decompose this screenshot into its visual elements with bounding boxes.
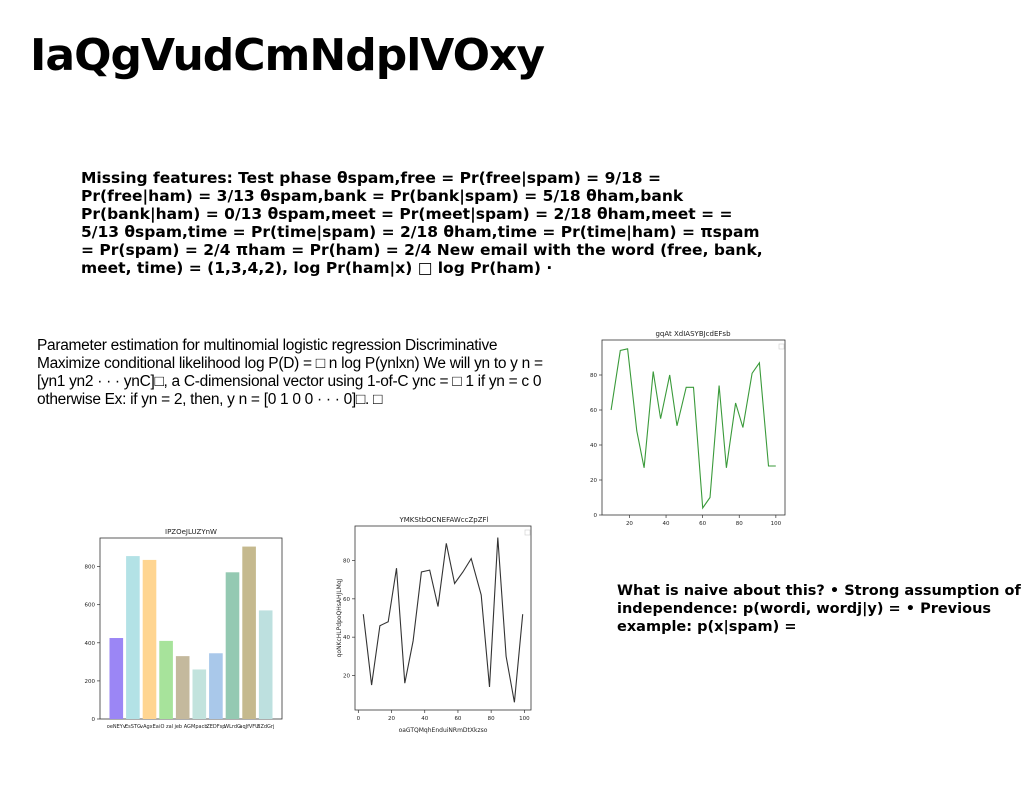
x-tick-label: 100 [519,716,530,722]
y-tick-label: 80 [590,373,597,379]
x-tick-label: vAgxEa [140,724,159,730]
x-tick-label: 20 [626,521,633,527]
green-chart-marks: 20 40 60 80 100 0 20 40 60 80 [590,348,782,527]
y-tick-label: 400 [85,641,96,647]
bar [109,638,124,719]
x-tick-label: aqJfVFU [239,724,259,730]
y-tick-label: 800 [85,565,96,571]
bar [192,669,207,719]
y-tick-label: 40 [343,635,350,641]
legend-box [778,343,785,350]
green-line-chart: gqAt XdIASYBJcdEFsb 20 40 60 80 100 0 20 40 60 80 [590,330,786,527]
y-tick-label: 80 [343,559,350,565]
series-line [610,348,776,510]
bar [175,656,190,719]
y-tick-label: 60 [590,408,597,414]
x-tick-label: 40 [663,521,670,527]
dark-line-chart: YMKStbOCNEFAWccZpZFl oaGTQMqhEnduiNRmDtX… [336,516,532,734]
y-tick-label: 200 [85,679,96,685]
x-tick-label: 0 [357,716,361,722]
missing-features-paragraph: Missing features: Test phase θspam,free … [81,169,763,277]
x-tick-label: oeNEYv [107,724,126,730]
x-tick-label: ZEDFsp [206,724,225,730]
x-tick-label: jeb AG [173,724,191,730]
y-tick-label: 600 [85,603,96,609]
y-tick-label: 0 [594,513,598,519]
parameter-estimation-text-block: Parameter estimation for multinomial log… [37,337,547,409]
naive-assumption-paragraph: What is naive about this? • Strong assum… [617,583,1021,635]
bar-chart: IPZOeJLUZYnW 0 200 400 600 800 oeNEYv EsSTG vAg… [85,528,283,730]
y-axis-label: qoNKcHLPdpoQHsAHJLMqJ [336,578,343,657]
parameter-estimation-paragraph: Parameter estimation for multinomial log… [37,337,543,408]
y-tick-label: 40 [590,443,597,449]
plot-frame [354,525,532,711]
bar [242,546,256,719]
bar [209,653,223,719]
y-tick-label: 0 [92,717,96,723]
x-tick-label: 60 [699,521,706,527]
chart-title: gqAt XdIASYBJcdEFsb [655,330,731,338]
chart-title: YMKStbOCNEFAWccZpZFl [398,516,488,524]
series-line [362,537,524,703]
bar [142,559,157,719]
x-tick-label: Mpacb [191,724,207,730]
x-tick-label: WLrdG [224,724,241,730]
x-tick-label: 20 [388,716,395,722]
x-tick-label: 100 [771,521,782,527]
y-tick-label: 60 [343,597,350,603]
bar-chart-marks: 0 200 400 600 800 oeNEYv EsSTG vAgxEa iO zal jeb … [85,546,274,730]
slide-title: IaQgVudCmNdplVOxy [30,30,545,81]
x-tick-label: BZdGrj [257,724,274,730]
missing-features-text-block: Missing features: Test phase θspam,free … [81,169,771,277]
chart-title: IPZOeJLUZYnW [165,528,217,536]
y-tick-label: 20 [343,674,350,680]
naive-assumption-text-block: What is naive about this? • Strong assum… [617,582,1024,636]
bar [225,572,240,719]
x-tick-label: 80 [488,716,495,722]
x-tick-label: 60 [454,716,461,722]
x-tick-label: 80 [736,521,743,527]
x-tick-label: iO zal [159,724,173,730]
y-tick-label: 20 [590,478,597,484]
bar [258,610,273,719]
dark-chart-marks: 0 20 40 60 80 100 20 40 60 80 [343,537,530,722]
legend-box [524,529,531,536]
bar [159,640,173,719]
x-tick-label: 40 [421,716,428,722]
bar [126,556,140,719]
x-axis-label: oaGTQMqhEnduiNRmDtXkzso [399,727,488,734]
x-tick-label: EsSTG [125,724,141,730]
